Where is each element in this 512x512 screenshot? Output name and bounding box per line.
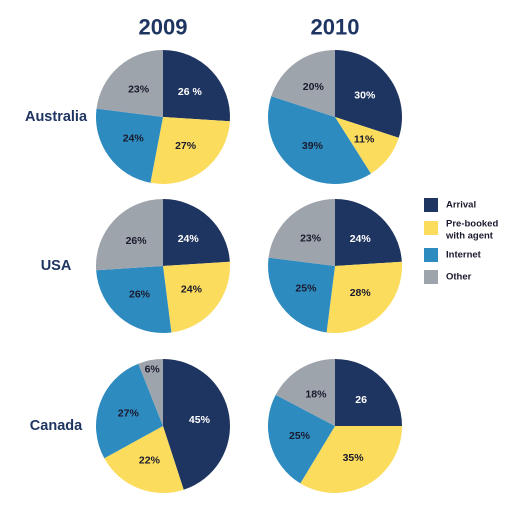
slice-label-prebooked: 24% (181, 284, 203, 296)
legend-label-prebooked: Pre-booked (446, 219, 498, 230)
slice-label-other: 6% (145, 363, 161, 375)
slice-arrival (335, 359, 402, 426)
legend-swatch-other (424, 270, 438, 284)
slice-prebooked (300, 426, 402, 494)
slice-label-other: 23% (128, 83, 150, 95)
slice-prebooked (326, 261, 403, 333)
legend-label-prebooked: with agent (445, 231, 494, 242)
slice-arrival (163, 359, 230, 490)
year-heading-2009: 2009 (139, 15, 188, 40)
slice-prebooked (150, 117, 230, 184)
slice-label-prebooked: 28% (350, 287, 372, 299)
slice-internet (268, 257, 335, 333)
slice-label-prebooked: 22% (139, 454, 161, 466)
pie-canada-2010: 26 35% 25% 18% (267, 359, 402, 494)
slice-internet (267, 394, 335, 484)
legend-swatch-internet (424, 248, 438, 262)
slice-other (271, 50, 335, 117)
slice-label-arrival: 24% (350, 233, 372, 245)
slice-label-arrival: 26 % (178, 86, 203, 98)
slice-label-internet: 26% (129, 288, 151, 300)
slice-other (275, 359, 335, 426)
slice-label-prebooked: 11% (354, 134, 375, 146)
country-label-australia: Australia (25, 109, 88, 125)
slice-other (138, 359, 163, 426)
slice-label-arrival: 45% (189, 414, 211, 426)
legend-swatch-arrival (424, 198, 438, 212)
slice-other (96, 50, 163, 117)
slice-internet (96, 108, 163, 183)
slice-prebooked (335, 117, 399, 174)
pie-australia-2009: 26 % 27% 24% 23% (96, 50, 231, 184)
slice-internet (95, 363, 163, 459)
slice-label-prebooked: 27% (175, 140, 197, 152)
slice-label-other: 26% (126, 235, 148, 247)
slice-label-arrival: 24% (178, 233, 200, 245)
slice-label-internet: 27% (118, 408, 140, 420)
slice-label-internet: 25% (295, 283, 317, 295)
legend-label-internet: Internet (446, 250, 482, 261)
slice-arrival (335, 199, 402, 266)
legend-swatch-prebooked (424, 221, 438, 235)
slice-label-internet: 25% (289, 430, 311, 442)
slice-label-prebooked: 35% (343, 452, 365, 464)
slice-internet (268, 96, 371, 184)
slice-label-arrival: 30% (354, 89, 376, 101)
slice-arrival (163, 50, 231, 122)
slice-prebooked (104, 426, 184, 493)
year-heading-2010: 2010 (311, 15, 360, 40)
slice-prebooked (163, 261, 231, 333)
country-label-canada: Canada (30, 418, 83, 434)
pie-usa-2009: 24% 24% 26% 26% (95, 199, 231, 333)
slice-label-internet: 24% (123, 133, 145, 145)
legend-label-other: Other (446, 272, 472, 283)
legend-label-arrival: Arrival (446, 200, 476, 211)
slice-internet (96, 266, 172, 333)
pie-usa-2010: 24% 28% 25% 23% (268, 199, 403, 333)
pie-australia-2010: 30% 11% 39% 20% (268, 50, 402, 184)
slice-label-other: 20% (303, 81, 325, 93)
slice-other (95, 199, 163, 271)
slice-arrival (335, 50, 402, 138)
slice-label-other: 23% (300, 232, 322, 244)
slice-label-other: 18% (305, 389, 327, 401)
slice-other (268, 199, 335, 266)
slice-label-internet: 39% (302, 140, 324, 152)
slice-arrival (163, 199, 230, 266)
country-label-usa: USA (41, 258, 72, 274)
slice-label-arrival: 26 (355, 394, 367, 406)
pie-canada-2009: 45% 22% 27% 6% (95, 359, 230, 493)
